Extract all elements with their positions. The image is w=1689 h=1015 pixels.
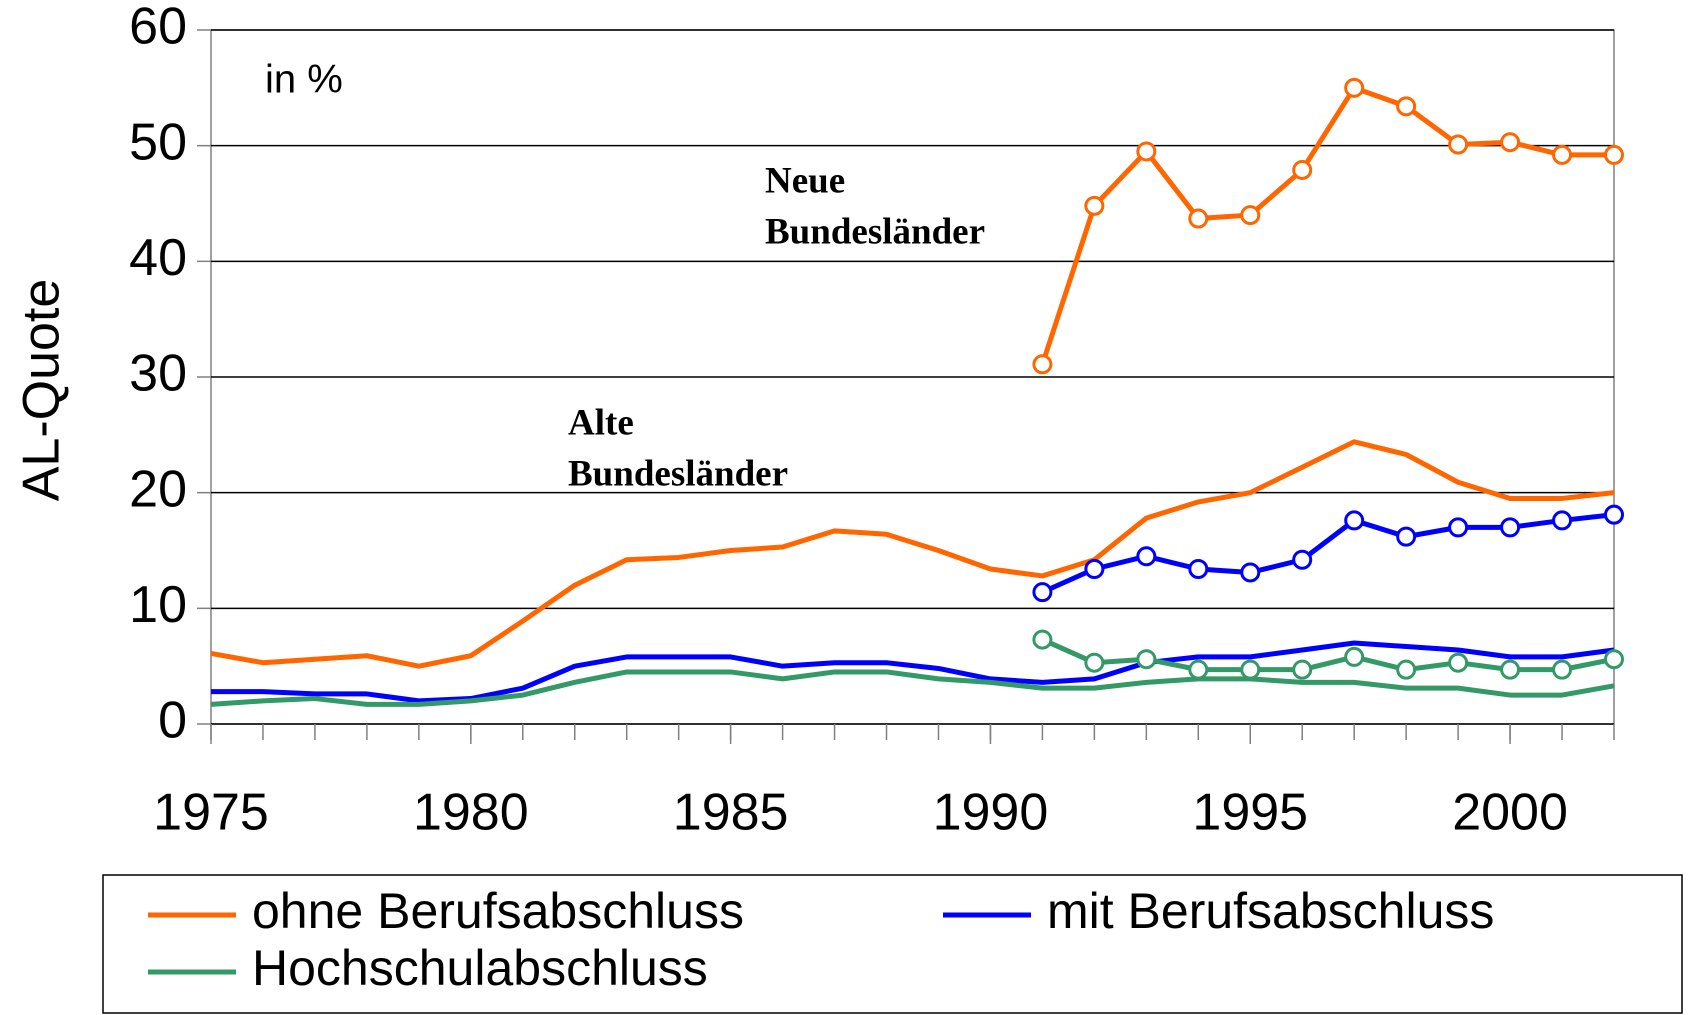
legend-label: Hochschulabschluss <box>252 940 708 996</box>
data-point <box>1032 629 1053 650</box>
unit-annotation: in % <box>265 58 343 102</box>
data-point <box>1188 208 1209 229</box>
y-tick-label: 20 <box>129 460 187 518</box>
y-tick-label: 40 <box>129 229 187 287</box>
x-tick-label: 1980 <box>413 784 529 842</box>
y-tick-label: 50 <box>129 113 187 171</box>
data-point <box>1500 659 1521 680</box>
data-point <box>1136 649 1157 670</box>
data-point <box>1552 510 1573 531</box>
series-line <box>1041 512 1615 595</box>
data-point <box>1240 562 1261 583</box>
data-point <box>1500 517 1521 538</box>
annotation: Alte <box>568 402 634 443</box>
data-point <box>1448 652 1469 673</box>
y-tick-label: 30 <box>129 345 187 403</box>
data-point <box>1604 649 1624 670</box>
x-tick-label: 1990 <box>933 784 1049 842</box>
data-point <box>1240 205 1261 226</box>
annotation: Bundesländer <box>765 211 985 252</box>
data-point <box>1084 195 1105 216</box>
data-point <box>1136 141 1157 162</box>
data-point <box>1604 144 1624 165</box>
data-point <box>1292 159 1313 180</box>
data-point <box>1032 582 1053 603</box>
data-point <box>1136 546 1157 567</box>
data-point <box>1396 526 1417 547</box>
x-tick-label: 1985 <box>673 784 789 842</box>
legend-label: mit Berufsabschluss <box>1047 883 1494 939</box>
x-tick-label: 2000 <box>1452 784 1568 842</box>
data-point <box>1552 144 1573 165</box>
data-point <box>1084 652 1105 673</box>
legend-box <box>102 874 1683 1014</box>
series-line <box>1040 85 1614 366</box>
data-point <box>1552 659 1573 680</box>
series-line <box>211 640 1615 704</box>
x-tick-label: 1995 <box>1192 784 1308 842</box>
series-line <box>210 439 1615 669</box>
data-point <box>1292 549 1313 570</box>
annotation: Neue <box>765 160 845 201</box>
data-point <box>1500 132 1521 153</box>
data-point <box>1396 659 1417 680</box>
data-point <box>1344 646 1365 667</box>
data-point <box>1188 559 1209 580</box>
data-point <box>1448 134 1469 155</box>
data-point <box>1032 354 1053 375</box>
annotation: Bundesländer <box>568 453 788 494</box>
data-point <box>1604 504 1624 525</box>
data-point <box>1188 659 1209 680</box>
x-tick-label: 1975 <box>153 784 269 842</box>
data-point <box>1396 96 1417 117</box>
y-tick-label: 60 <box>129 0 187 56</box>
data-point <box>1292 659 1313 680</box>
data-point <box>1084 559 1105 580</box>
y-tick-label: 0 <box>158 692 187 750</box>
y-tick-label: 10 <box>129 576 187 634</box>
data-point <box>1240 659 1261 680</box>
series-line <box>210 669 1615 707</box>
y-axis-label: AL-Quote <box>13 279 71 502</box>
data-point <box>1344 510 1365 531</box>
legend-label: ohne Berufsabschluss <box>252 883 744 939</box>
data-point <box>1344 77 1365 98</box>
data-point <box>1448 517 1469 538</box>
